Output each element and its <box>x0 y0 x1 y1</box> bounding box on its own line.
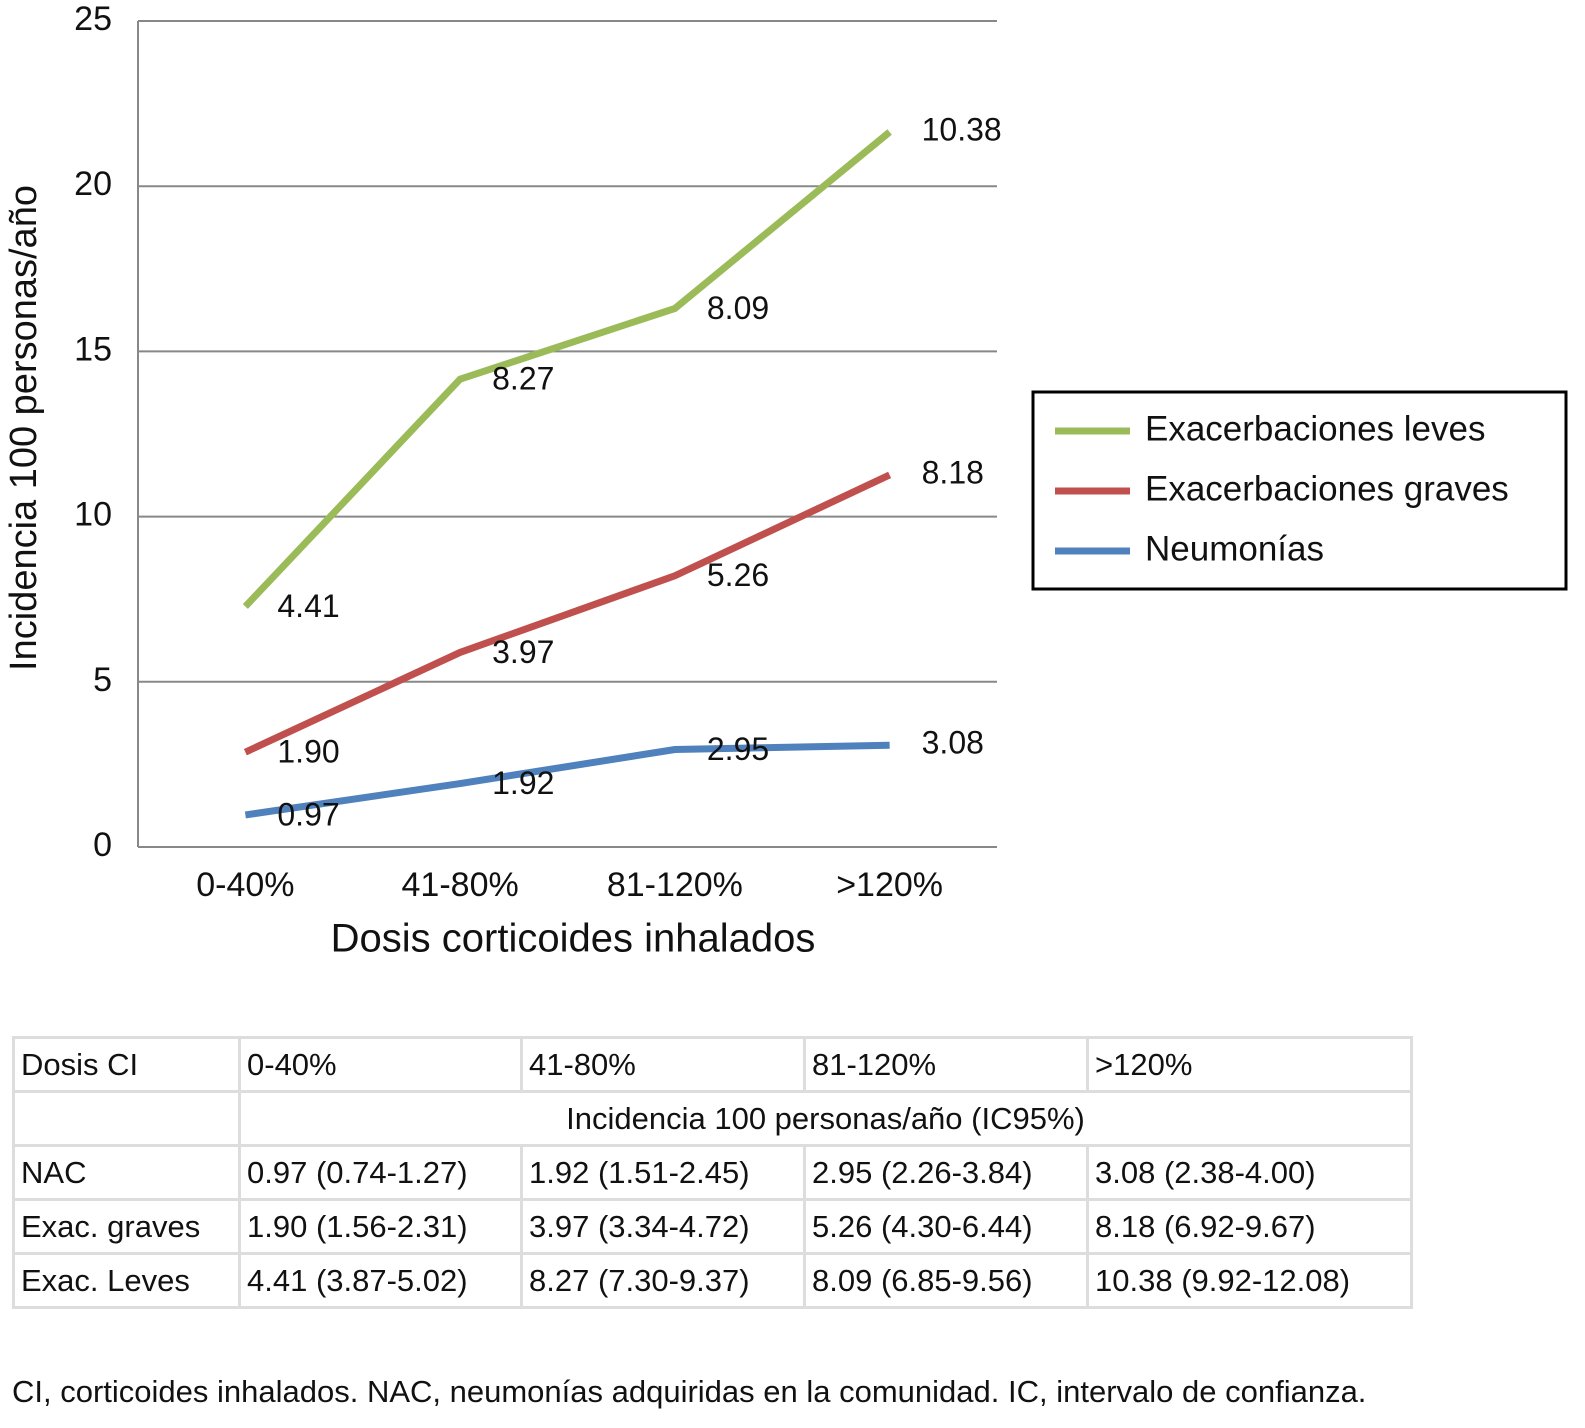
table-cell: 1.92 (1.51-2.45) <box>520 1144 806 1201</box>
data-label: 8.09 <box>707 290 769 326</box>
x-tick-label: 0-40% <box>196 866 294 904</box>
y-axis-title: Incidencia 100 personas/año <box>3 185 45 671</box>
table-cell: 81-120% <box>803 1036 1089 1093</box>
data-label: 1.90 <box>277 734 339 770</box>
data-label: 0.97 <box>277 796 339 832</box>
data-label: 1.92 <box>492 765 554 801</box>
table-cell: 0.97 (0.74-1.27) <box>238 1144 523 1201</box>
x-tick-label: 41-80% <box>402 866 519 904</box>
data-label: 8.27 <box>492 361 554 397</box>
data-label: 5.26 <box>707 557 769 593</box>
legend-label: Exacerbaciones graves <box>1145 469 1509 508</box>
footnote: CI, corticoides inhalados. NAC, neumonía… <box>12 1374 1367 1409</box>
line-series <box>243 471 892 756</box>
table-cell: 3.08 (2.38-4.00) <box>1086 1144 1413 1201</box>
data-label: 3.08 <box>922 725 984 761</box>
data-label: 10.38 <box>922 111 1002 147</box>
table-cell: 3.97 (3.34-4.72) <box>520 1198 806 1255</box>
table-cell: 5.26 (4.30-6.44) <box>803 1198 1089 1255</box>
table-cell: >120% <box>1086 1036 1413 1093</box>
table-cell: 8.18 (6.92-9.67) <box>1086 1198 1413 1255</box>
table-row: NAC 0.97 (0.74-1.27) 1.92 (1.51-2.45) 2.95 … <box>12 1144 1413 1201</box>
data-table: Dosis CI 0-40% 41-80% 81-120% >120% Incidenci… <box>12 1036 1413 1309</box>
table-cell: NAC <box>12 1144 241 1201</box>
chart: Incidencia 100 personas/año Dosis cortic… <box>3 0 1568 961</box>
table-cell: 8.09 (6.85-9.56) <box>803 1252 1089 1309</box>
x-tick-label: >120% <box>836 866 943 904</box>
x-axis-title: Dosis corticoides inhalados <box>331 917 816 961</box>
table-cell: Exac. graves <box>12 1198 241 1255</box>
y-tick-label: 20 <box>74 165 112 203</box>
table-cell: Incidencia 100 personas/año (IC95%) <box>238 1090 1413 1147</box>
data-label: 4.41 <box>277 588 339 624</box>
y-tick-label: 5 <box>93 661 112 699</box>
line-series <box>244 741 890 819</box>
table-cell <box>12 1090 241 1147</box>
x-tick-label: 81-120% <box>607 866 743 904</box>
table-row: Dosis CI 0-40% 41-80% 81-120% >120% <box>12 1036 1413 1093</box>
table-row: Exac. graves 1.90 (1.56-2.31) 3.97 (3.34-4… <box>12 1198 1413 1255</box>
table-row: Incidencia 100 personas/año (IC95%) <box>12 1090 1413 1147</box>
y-tick-label: 10 <box>74 496 112 534</box>
y-tick-label: 0 <box>93 826 112 864</box>
data-label: 8.18 <box>922 454 984 490</box>
table-cell: 8.27 (7.30-9.37) <box>520 1252 806 1309</box>
table-row: Exac. Leves 4.41 (3.87-5.02) 8.27 (7.30-9.… <box>12 1252 1413 1309</box>
y-tick-label: 25 <box>74 0 112 38</box>
table-cell: 2.95 (2.26-3.84) <box>803 1144 1089 1201</box>
legend-label: Neumonías <box>1145 529 1324 568</box>
table-cell: 0-40% <box>238 1036 523 1093</box>
legend-label: Exacerbaciones leves <box>1145 409 1485 448</box>
table-cell: 4.41 (3.87-5.02) <box>238 1252 523 1309</box>
y-tick-label: 15 <box>74 330 112 368</box>
line-series <box>242 129 892 609</box>
data-label: 3.97 <box>492 634 554 670</box>
table-cell: 41-80% <box>520 1036 806 1093</box>
table-cell: 1.90 (1.56-2.31) <box>238 1198 523 1255</box>
table-cell: Exac. Leves <box>12 1252 241 1309</box>
data-label: 2.95 <box>707 731 769 767</box>
table-cell: Dosis CI <box>12 1036 241 1093</box>
legend-box <box>1031 390 1568 591</box>
table-cell: 10.38 (9.92-12.08) <box>1086 1252 1413 1309</box>
